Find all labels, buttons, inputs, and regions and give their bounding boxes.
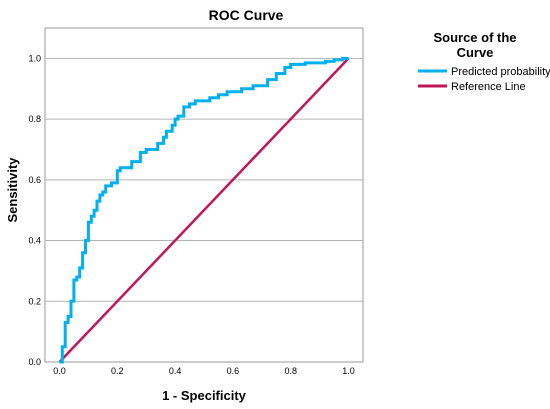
y-axis-title: Sensitivity bbox=[5, 157, 20, 223]
series-line-predicted-probability bbox=[59, 56, 349, 364]
series-layer bbox=[58, 56, 350, 364]
x-tick-label: 0.0 bbox=[53, 366, 66, 376]
chart-title: ROC Curve bbox=[209, 7, 284, 23]
x-tick-label: 0.8 bbox=[284, 366, 297, 376]
legend-title-line2: Curve bbox=[457, 45, 494, 60]
y-tick-label: 0.8 bbox=[28, 114, 41, 124]
x-tick-label: 0.6 bbox=[227, 366, 240, 376]
y-tick-label: 1.0 bbox=[28, 53, 41, 63]
legend-label-reference: Reference Line bbox=[451, 81, 526, 93]
x-tick-label: 0.4 bbox=[169, 366, 182, 376]
x-tick-label: 0.2 bbox=[111, 366, 124, 376]
legend-title-line1: Source of the bbox=[433, 30, 516, 45]
y-tick-label: 0.4 bbox=[28, 236, 41, 246]
x-tick-label: 1.0 bbox=[342, 366, 355, 376]
x-tick-labels: 0.0 0.2 0.4 0.6 0.8 1.0 bbox=[53, 366, 355, 376]
y-tick-label: 0.6 bbox=[28, 175, 41, 185]
y-tick-label: 0.2 bbox=[28, 296, 41, 306]
series-line-reference bbox=[58, 57, 350, 363]
legend-label-predicted: Predicted probability bbox=[451, 66, 550, 78]
plot-area bbox=[44, 27, 364, 363]
x-axis-title: 1 - Specificity bbox=[162, 388, 247, 403]
y-tick-labels: 0.0 0.2 0.4 0.6 0.8 1.0 bbox=[28, 53, 41, 367]
y-tick-label: 0.0 bbox=[28, 357, 41, 367]
y-gridlines bbox=[45, 57, 363, 302]
